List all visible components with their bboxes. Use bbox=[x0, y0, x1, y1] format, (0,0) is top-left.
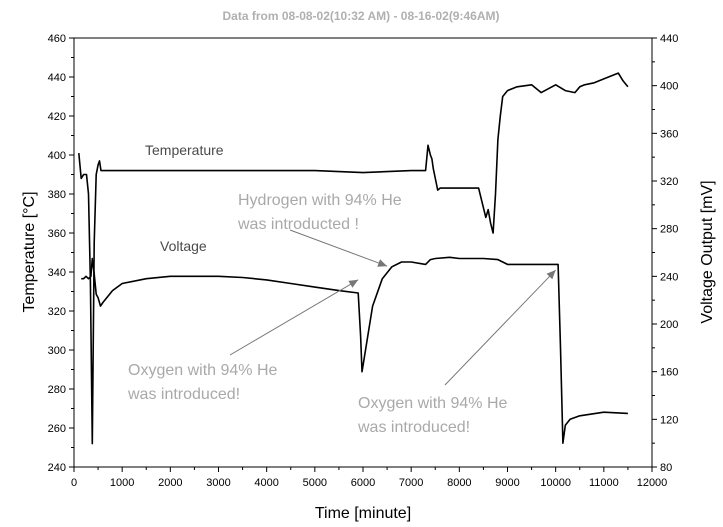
x-tick-label: 4000 bbox=[254, 477, 278, 489]
series-line-voltage bbox=[81, 256, 628, 445]
y-tick-label: 260 bbox=[48, 423, 66, 435]
y-axis-left: 240 260 280 300 320 340 360 380 400 420 440 460 bbox=[48, 33, 74, 474]
annotation-arrow bbox=[289, 229, 388, 267]
y-tick-label: 400 bbox=[48, 150, 66, 162]
x-tick-label: 3000 bbox=[206, 477, 230, 489]
y-axis-right: 80 120 160 200 240 280 320 360 400 440 bbox=[652, 33, 678, 474]
y2-tick-label: 240 bbox=[660, 271, 678, 283]
y2-tick-label: 280 bbox=[660, 224, 678, 236]
y-axis-label-right: Voltage Output [mV] bbox=[699, 180, 716, 323]
annotation-line1: Hydrogen with 94% He bbox=[238, 192, 402, 209]
y2-tick-label: 360 bbox=[660, 128, 678, 140]
x-tick-label: 11000 bbox=[589, 477, 619, 489]
x-axis-label: Time [minute] bbox=[315, 505, 411, 522]
annotation-line1: Oxygen with 94% He bbox=[358, 395, 508, 412]
x-tick-label: 9000 bbox=[495, 477, 519, 489]
y2-tick-label: 160 bbox=[660, 367, 678, 379]
chart-title: Data from 08-08-02(10:32 AM) - 08-16-02(… bbox=[223, 9, 500, 23]
x-tick-label: 6000 bbox=[351, 477, 375, 489]
y2-tick-label: 120 bbox=[660, 414, 678, 426]
annotation-line1: Oxygen with 94% He bbox=[128, 362, 278, 379]
y-tick-label: 240 bbox=[48, 462, 66, 474]
annotation-line2: was introduced! bbox=[127, 386, 240, 403]
annotation-line2: was introducted ! bbox=[237, 216, 359, 233]
y-tick-label: 420 bbox=[48, 111, 66, 123]
x-tick-label: 10000 bbox=[540, 477, 571, 489]
y2-tick-label: 80 bbox=[660, 462, 672, 474]
series-line-temperature bbox=[78, 72, 629, 445]
y-axis-label-left: Temperature [°C] bbox=[21, 191, 38, 312]
y2-tick-label: 200 bbox=[660, 319, 678, 331]
y-tick-label: 380 bbox=[48, 189, 66, 201]
series-layer bbox=[78, 72, 629, 445]
annotation-line2: was introduced! bbox=[357, 419, 470, 436]
y-tick-label: 280 bbox=[48, 384, 66, 396]
x-axis: 0 1000 2000 3000 4000 5000 6000 7000 8000 9000 100… bbox=[71, 467, 667, 489]
series-label-temperature: Temperature bbox=[145, 142, 224, 158]
x-tick-label: 0 bbox=[71, 477, 77, 489]
y-tick-label: 300 bbox=[48, 345, 66, 357]
x-tick-label: 1000 bbox=[110, 477, 134, 489]
x-tick-label: 8000 bbox=[447, 477, 471, 489]
y2-tick-label: 320 bbox=[660, 176, 678, 188]
annotation-arrowhead bbox=[348, 279, 359, 288]
annotation-arrowhead bbox=[377, 259, 388, 267]
y-tick-label: 320 bbox=[48, 306, 66, 318]
x-tick-label: 5000 bbox=[303, 477, 327, 489]
annotation-arrowhead bbox=[546, 270, 556, 280]
annotation-layer: Hydrogen with 94% He was introducted ! Oxy… bbox=[127, 192, 557, 436]
y2-tick-label: 400 bbox=[660, 81, 678, 93]
x-tick-label: 2000 bbox=[158, 477, 182, 489]
annotation-arrow bbox=[229, 279, 359, 356]
x-tick-label: 7000 bbox=[399, 477, 423, 489]
y2-tick-label: 440 bbox=[660, 33, 678, 45]
series-label-voltage: Voltage bbox=[160, 238, 207, 254]
y-tick-label: 360 bbox=[48, 228, 66, 240]
y-tick-label: 440 bbox=[48, 72, 66, 84]
y-tick-label: 460 bbox=[48, 33, 66, 45]
y-tick-label: 340 bbox=[48, 267, 66, 279]
annotation-arrow bbox=[444, 269, 557, 386]
x-tick-label: 12000 bbox=[637, 477, 668, 489]
